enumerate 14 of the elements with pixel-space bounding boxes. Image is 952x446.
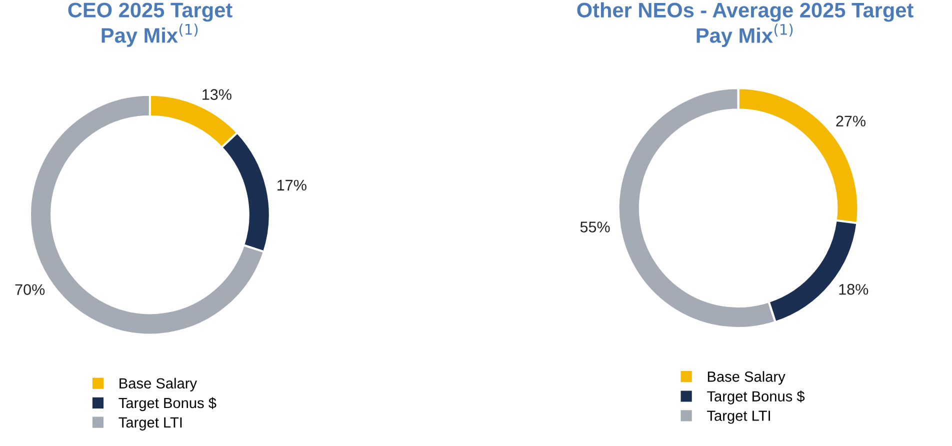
legend-label: Base Salary	[708, 371, 786, 385]
data-label: 13%	[202, 89, 232, 100]
data-label: 70%	[15, 284, 45, 295]
legend-label: Target Bonus $	[118, 397, 216, 412]
data-label: 55%	[580, 222, 610, 232]
legend-label: Base Salary	[120, 378, 197, 392]
legend-label: Target Bonus $	[707, 390, 805, 404]
data-label: 18%	[839, 284, 868, 295]
chart-title: Other NEOs - Average 2025 Target Pay Mix$^{(1)}$	[577, 2, 914, 48]
legend-label: Target LTI	[707, 410, 770, 424]
legend-label: Target LTI	[118, 417, 182, 430]
chart-title: CEO 2025 Target Pay Mix$^{(1)}$	[68, 2, 232, 47]
data-label: 17%	[278, 180, 306, 191]
data-label: 27%	[836, 116, 866, 126]
